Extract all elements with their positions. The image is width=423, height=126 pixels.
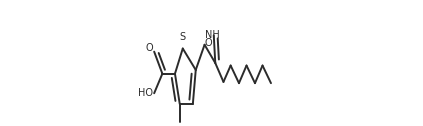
Text: O: O [146,43,154,53]
Text: S: S [180,32,186,42]
Text: HO: HO [138,88,153,98]
Text: NH: NH [205,30,220,40]
Text: O: O [205,38,212,48]
